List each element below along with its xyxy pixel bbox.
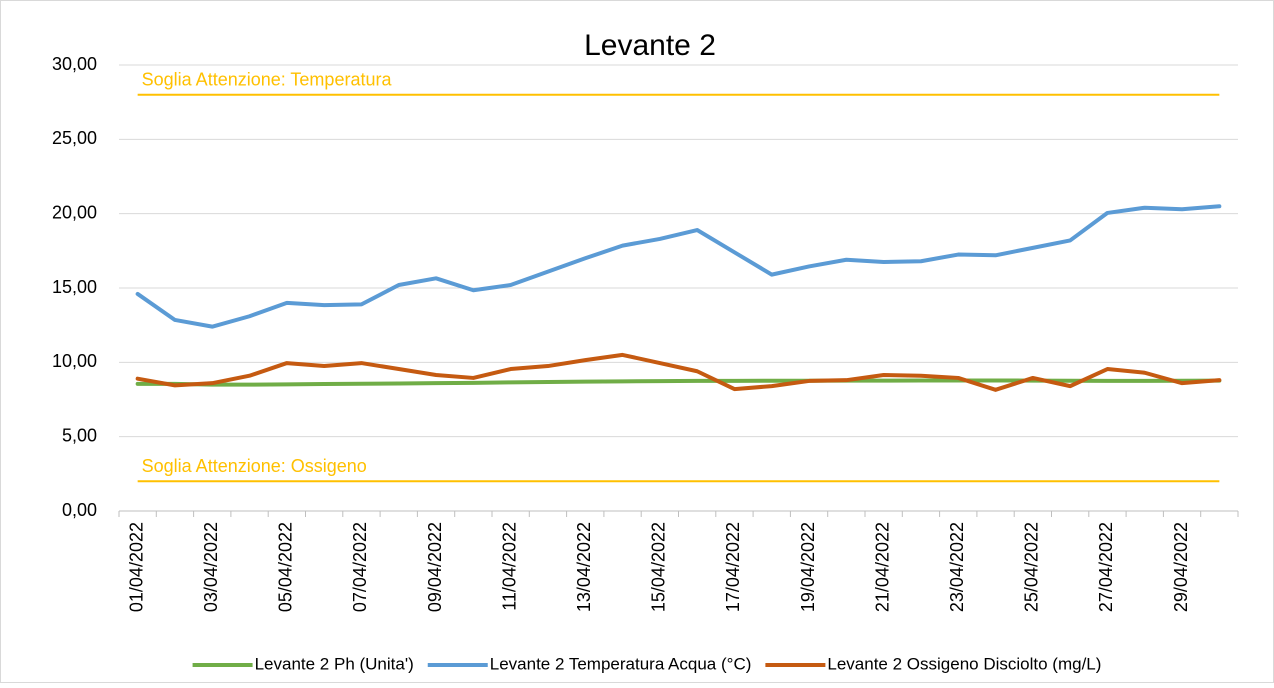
- x-tick-label: 05/04/2022: [276, 522, 296, 612]
- x-tick-label: 17/04/2022: [723, 522, 743, 612]
- y-tick-label: 5,00: [62, 425, 97, 445]
- legend-label: Levante 2 Ossigeno Disciolto (mg/L): [827, 654, 1101, 673]
- x-tick-label: 23/04/2022: [947, 522, 967, 612]
- legend-label: Levante 2 Temperatura Acqua (°C): [490, 654, 752, 673]
- legend-label: Levante 2 Ph (Unita'): [255, 654, 414, 673]
- x-tick-label: 09/04/2022: [425, 522, 445, 612]
- reference-label: Soglia Attenzione: Temperatura: [142, 69, 393, 89]
- x-tick-label: 11/04/2022: [499, 522, 519, 611]
- x-tick-label: 13/04/2022: [574, 522, 594, 612]
- series-line: [135, 352, 1222, 392]
- x-tick-label: 21/04/2022: [872, 522, 892, 612]
- x-tick-label: 19/04/2022: [798, 522, 818, 612]
- x-tick-label: 25/04/2022: [1022, 522, 1042, 612]
- x-tick-label: 15/04/2022: [649, 522, 669, 612]
- x-tick-label: 29/04/2022: [1171, 522, 1191, 612]
- y-tick-label: 0,00: [62, 500, 97, 520]
- x-tick-label: 27/04/2022: [1096, 522, 1116, 612]
- y-tick-label: 10,00: [52, 351, 97, 371]
- x-tick-label: 01/04/2022: [126, 522, 146, 612]
- y-tick-label: 30,00: [52, 54, 97, 74]
- series-line: [135, 204, 1222, 329]
- x-tick-label: 07/04/2022: [350, 522, 370, 612]
- y-tick-label: 20,00: [52, 202, 97, 222]
- y-tick-label: 15,00: [52, 277, 97, 297]
- x-tick-label: 03/04/2022: [201, 522, 221, 612]
- legend: Levante 2 Ph (Unita') Levante 2 Temperatu…: [192, 654, 1101, 673]
- chart-title: Levante 2: [584, 29, 716, 62]
- reference-label: Soglia Attenzione: Ossigeno: [142, 456, 367, 476]
- y-tick-label: 25,00: [52, 128, 97, 148]
